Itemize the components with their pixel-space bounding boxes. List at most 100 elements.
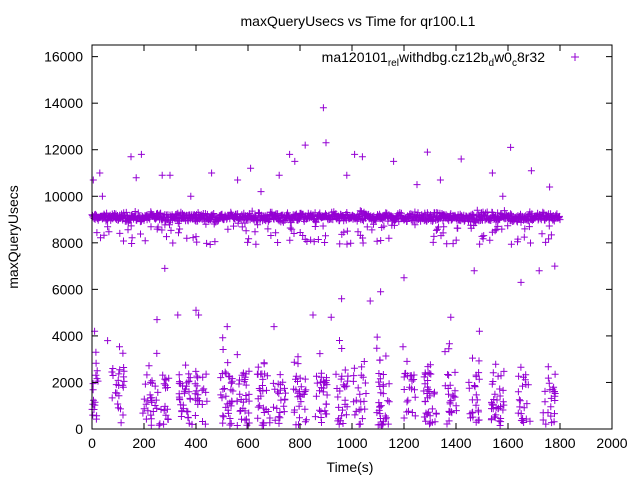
data-point xyxy=(260,421,267,429)
data-point xyxy=(92,371,100,379)
data-point xyxy=(335,420,343,428)
data-point xyxy=(500,207,508,215)
data-point xyxy=(465,384,473,392)
data-point xyxy=(377,421,385,429)
data-point xyxy=(400,414,408,422)
data-point xyxy=(271,416,279,424)
data-point xyxy=(472,391,480,399)
data-point xyxy=(499,406,507,414)
data-point xyxy=(175,379,183,387)
data-point xyxy=(158,226,166,234)
data-point xyxy=(290,408,298,416)
data-point xyxy=(248,207,256,215)
data-point xyxy=(546,183,554,191)
data-point xyxy=(240,378,248,386)
data-point xyxy=(114,400,122,408)
data-point xyxy=(163,405,171,413)
data-point xyxy=(360,358,368,365)
data-point xyxy=(195,311,203,319)
data-point xyxy=(256,402,264,410)
data-point xyxy=(194,400,202,408)
data-point xyxy=(185,378,193,386)
data-point xyxy=(254,414,262,422)
data-point xyxy=(538,230,546,238)
data-point xyxy=(157,209,165,217)
data-point xyxy=(115,370,123,378)
data-point xyxy=(522,381,530,388)
data-point xyxy=(327,313,335,321)
data-point xyxy=(358,153,366,161)
data-point xyxy=(343,403,351,411)
data-point xyxy=(282,389,289,397)
data-point xyxy=(354,384,362,392)
data-point xyxy=(424,386,432,394)
data-point xyxy=(544,374,552,382)
data-point xyxy=(108,394,116,402)
data-point xyxy=(343,240,351,248)
data-point xyxy=(292,372,300,380)
data-point xyxy=(547,403,555,411)
data-point xyxy=(520,419,528,426)
data-point xyxy=(380,222,388,230)
data-point xyxy=(202,370,210,378)
data-point xyxy=(307,236,315,244)
data-point xyxy=(526,417,534,425)
data-point xyxy=(400,274,408,282)
data-point xyxy=(446,398,454,406)
data-point xyxy=(160,407,168,415)
data-point xyxy=(92,415,100,423)
data-point xyxy=(550,383,558,391)
data-point xyxy=(177,401,185,409)
data-point xyxy=(341,366,349,374)
data-point xyxy=(251,228,259,236)
data-point xyxy=(379,390,387,398)
data-point xyxy=(339,381,347,389)
data-point xyxy=(296,374,304,382)
data-point xyxy=(303,238,311,245)
data-point xyxy=(343,227,351,235)
data-point xyxy=(385,398,393,406)
data-point xyxy=(411,221,419,229)
data-point xyxy=(375,370,383,377)
data-point xyxy=(109,372,117,379)
data-point xyxy=(341,396,349,404)
data-point xyxy=(290,358,298,366)
data-point xyxy=(219,385,227,393)
data-point xyxy=(445,340,453,348)
data-point xyxy=(515,396,523,404)
data-point xyxy=(132,174,140,182)
data-point xyxy=(224,406,232,414)
data-point xyxy=(158,171,166,179)
data-point xyxy=(312,392,320,400)
data-point xyxy=(192,367,200,375)
data-point xyxy=(317,408,325,415)
data-point xyxy=(335,415,343,423)
y-tick-label: 2000 xyxy=(52,374,83,390)
data-point xyxy=(321,379,328,387)
data-point xyxy=(317,414,325,421)
data-point xyxy=(203,397,211,405)
y-tick-label: 6000 xyxy=(52,281,83,297)
data-point xyxy=(259,375,267,383)
data-point xyxy=(166,171,174,179)
data-point xyxy=(498,225,506,233)
data-point xyxy=(89,380,97,388)
data-point xyxy=(338,295,346,303)
data-point xyxy=(492,411,500,419)
data-point xyxy=(275,171,283,179)
data-point xyxy=(242,395,250,403)
data-point xyxy=(227,386,235,394)
data-point xyxy=(294,353,302,361)
data-point xyxy=(358,415,366,423)
data-point xyxy=(545,235,553,243)
data-point xyxy=(89,176,97,184)
data-point xyxy=(260,359,268,367)
data-point xyxy=(545,222,553,230)
data-point xyxy=(319,222,327,230)
data-point xyxy=(245,409,253,417)
data-point xyxy=(192,233,200,241)
data-point xyxy=(161,375,169,383)
data-point xyxy=(319,104,327,112)
data-point xyxy=(219,419,227,427)
data-point xyxy=(141,380,149,388)
